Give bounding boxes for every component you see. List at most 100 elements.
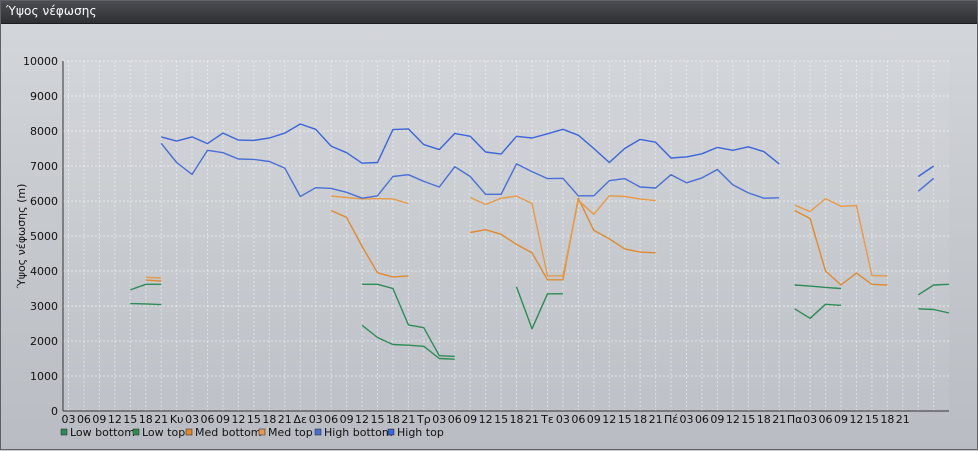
legend-swatch bbox=[387, 428, 395, 436]
series-med-bottom bbox=[145, 197, 888, 286]
y-tick-label: 3000 bbox=[30, 300, 58, 313]
x-tick-label: 09 bbox=[92, 413, 106, 426]
x-tick-label: 21 bbox=[154, 413, 168, 426]
series-line-segment bbox=[515, 286, 563, 330]
legend-swatch bbox=[258, 428, 266, 436]
series-line-segment bbox=[331, 195, 409, 205]
x-tick-label: Πα bbox=[787, 413, 803, 426]
y-tick-label: 8000 bbox=[30, 125, 58, 138]
x-tick-label: 09 bbox=[710, 413, 724, 426]
legend-item: Low top bbox=[132, 426, 185, 439]
x-tick-label: 15 bbox=[371, 413, 385, 426]
x-tick-label: 06 bbox=[571, 413, 585, 426]
x-tick-label: Τε bbox=[540, 413, 554, 426]
x-tick-label: 18 bbox=[139, 413, 153, 426]
x-tick-label: 18 bbox=[633, 413, 647, 426]
series-high-top bbox=[161, 123, 935, 178]
series-line-segment bbox=[330, 209, 409, 278]
y-ticks: 0 1000 2000 3000 4000 5000 6000 7000 8000 9000 100… bbox=[23, 55, 58, 418]
series-line-segment bbox=[160, 142, 780, 199]
title-bar: Ύψος νέφωσης bbox=[1, 1, 977, 24]
x-tick-label: 21 bbox=[401, 413, 415, 426]
x-tick-label: 12 bbox=[108, 413, 122, 426]
x-tick-label: 15 bbox=[123, 413, 137, 426]
series-line-segment bbox=[794, 209, 888, 286]
legend-item: Med bottom bbox=[185, 426, 262, 439]
x-tick-label: 06 bbox=[77, 413, 91, 426]
x-tick-label: 12 bbox=[726, 413, 740, 426]
x-tick-label: 15 bbox=[494, 413, 508, 426]
x-tick-label: 03 bbox=[680, 413, 694, 426]
series-line-segment bbox=[917, 177, 935, 192]
x-tick-label: 15 bbox=[865, 413, 879, 426]
x-tick-label: 21 bbox=[278, 413, 292, 426]
x-tick-label: 03 bbox=[432, 413, 446, 426]
y-tick-label: 7000 bbox=[30, 160, 58, 173]
series-line-segment bbox=[145, 279, 162, 282]
window-title: Ύψος νέφωσης bbox=[6, 4, 97, 18]
series-line-segment bbox=[918, 308, 950, 314]
x-tick-label: 12 bbox=[355, 413, 369, 426]
x-tick-label: 09 bbox=[340, 413, 354, 426]
x-tick-label: 18 bbox=[880, 413, 894, 426]
x-tick-label: 06 bbox=[448, 413, 462, 426]
y-tick-label: 4000 bbox=[30, 265, 58, 278]
legend-label: Low top bbox=[142, 426, 185, 439]
legend-swatch bbox=[314, 428, 322, 436]
series-line-segment bbox=[130, 302, 162, 306]
legend-swatch bbox=[185, 428, 193, 436]
x-tick-label: 09 bbox=[834, 413, 848, 426]
x-tick-label: 03 bbox=[62, 413, 76, 426]
legend-swatch bbox=[132, 428, 140, 436]
x-ticks: 03 06 09 12 15 18 21 Κυ 03 06 09 12 15 18 21 Δε 03 06 09 12… bbox=[62, 413, 910, 426]
x-tick-label: 15 bbox=[618, 413, 632, 426]
x-tick-label: 21 bbox=[649, 413, 663, 426]
y-tick-label: 6000 bbox=[30, 195, 58, 208]
legend-label: Med top bbox=[268, 426, 313, 439]
series-line-segment bbox=[161, 123, 780, 165]
y-tick-label: 0 bbox=[51, 405, 58, 418]
x-tick-label: 12 bbox=[602, 413, 616, 426]
x-tick-label: 06 bbox=[201, 413, 215, 426]
series-line-segment bbox=[469, 195, 656, 277]
series-med-top bbox=[145, 195, 888, 279]
legend-label: Med bottom bbox=[195, 426, 262, 439]
plot-area bbox=[63, 61, 949, 411]
legend-label: High bottom bbox=[324, 426, 393, 439]
x-tick-label: 18 bbox=[386, 413, 400, 426]
legend-label: Low bottom bbox=[70, 426, 135, 439]
legend-item: Med top bbox=[258, 426, 313, 439]
x-tick-label: 12 bbox=[231, 413, 245, 426]
x-tick-label: 18 bbox=[262, 413, 276, 426]
series-line-segment bbox=[362, 283, 455, 358]
x-tick-label: 21 bbox=[896, 413, 910, 426]
x-tick-label: 03 bbox=[185, 413, 199, 426]
x-tick-label: 03 bbox=[309, 413, 323, 426]
y-tick-label: 5000 bbox=[30, 230, 58, 243]
y-tick-label: 9000 bbox=[30, 90, 58, 103]
x-tick-label: 06 bbox=[324, 413, 338, 426]
y-tick-label: 10000 bbox=[23, 55, 58, 68]
x-tick-label: 09 bbox=[216, 413, 230, 426]
x-tick-label: 21 bbox=[525, 413, 539, 426]
x-tick-label: Πέ bbox=[664, 413, 678, 426]
x-tick-label: 18 bbox=[510, 413, 524, 426]
x-tick-label: 12 bbox=[479, 413, 493, 426]
x-tick-label: 15 bbox=[247, 413, 261, 426]
x-tick-label: Κυ bbox=[170, 413, 184, 426]
x-tick-label: 09 bbox=[587, 413, 601, 426]
y-tick-label: 2000 bbox=[30, 335, 58, 348]
x-tick-label: Τρ bbox=[416, 413, 431, 426]
series-line-segment bbox=[130, 283, 162, 291]
y-axis-label: Ύψος νέφωσης (m) bbox=[15, 184, 28, 290]
series-low-top bbox=[130, 283, 950, 358]
x-tick-label: 18 bbox=[757, 413, 771, 426]
x-tick-label: 06 bbox=[819, 413, 833, 426]
legend-swatch bbox=[60, 428, 68, 436]
series-line-segment bbox=[917, 165, 935, 178]
legend: Low bottom Low top Med bottom Med top High b… bbox=[60, 426, 444, 439]
series-line-segment bbox=[794, 303, 842, 319]
x-tick-label: 03 bbox=[803, 413, 817, 426]
x-tick-label: 15 bbox=[741, 413, 755, 426]
